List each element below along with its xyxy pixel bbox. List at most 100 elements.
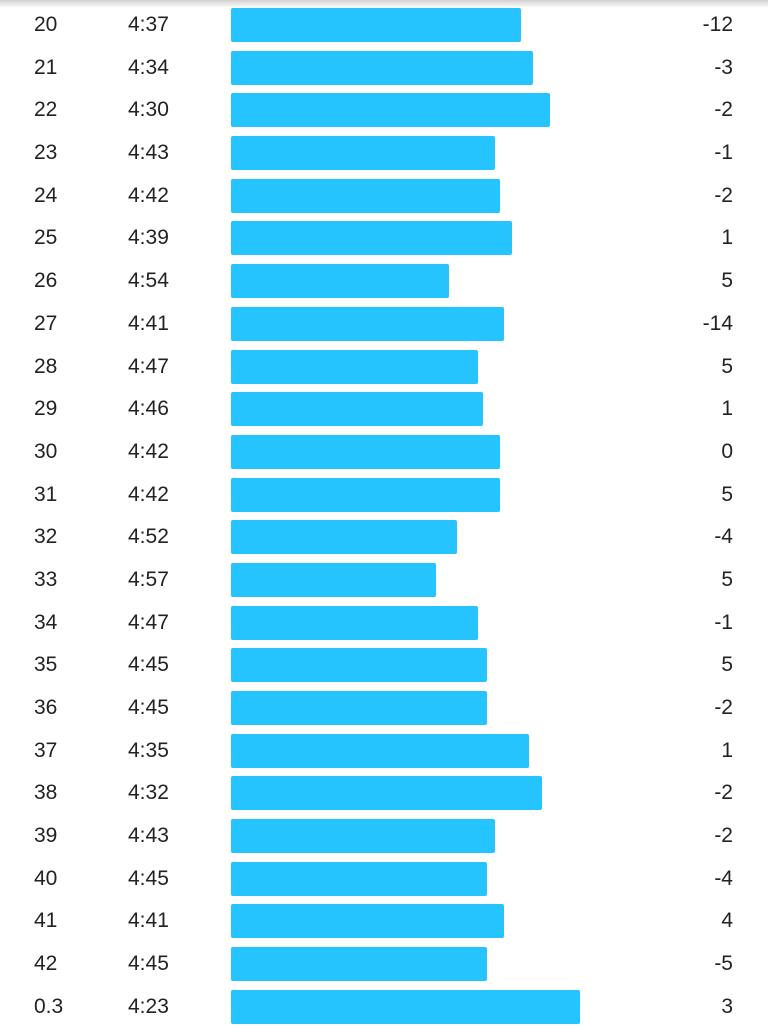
split-row[interactable]: 25 4:39 1 bbox=[0, 217, 768, 260]
split-elevation: -2 bbox=[714, 183, 733, 207]
split-row[interactable]: 33 4:57 5 bbox=[0, 559, 768, 602]
split-pace: 4:57 bbox=[128, 567, 169, 591]
split-pace-bar bbox=[231, 178, 500, 213]
split-pace-bar bbox=[231, 136, 496, 171]
split-pace: 4:42 bbox=[128, 183, 169, 207]
split-pace-bar bbox=[231, 904, 504, 939]
split-elevation: -2 bbox=[714, 98, 733, 122]
split-pace: 4:41 bbox=[128, 311, 169, 335]
split-pace-bar bbox=[231, 221, 513, 256]
split-elevation: 5 bbox=[721, 482, 733, 506]
split-km: 27 bbox=[34, 311, 58, 335]
split-row[interactable]: 27 4:41 -14 bbox=[0, 303, 768, 346]
split-row[interactable]: 38 4:32 -2 bbox=[0, 772, 768, 815]
split-pace: 4:39 bbox=[128, 226, 169, 250]
split-pace: 4:45 bbox=[128, 866, 169, 890]
split-km: 32 bbox=[34, 525, 58, 549]
split-row[interactable]: 28 4:47 5 bbox=[0, 346, 768, 389]
split-pace-bar bbox=[231, 605, 479, 640]
split-row[interactable]: 42 4:45 -5 bbox=[0, 943, 768, 986]
split-row[interactable]: 0.3 4:23 3 bbox=[0, 986, 768, 1029]
split-km: 24 bbox=[34, 183, 58, 207]
split-pace: 4:54 bbox=[128, 269, 169, 293]
split-km: 40 bbox=[34, 866, 58, 890]
split-pace: 4:52 bbox=[128, 525, 169, 549]
split-row[interactable]: 31 4:42 5 bbox=[0, 474, 768, 517]
split-elevation: -1 bbox=[714, 610, 733, 634]
split-pace-bar bbox=[231, 776, 542, 811]
split-pace: 4:37 bbox=[128, 13, 169, 36]
split-row[interactable]: 24 4:42 -2 bbox=[0, 175, 768, 218]
split-pace: 4:23 bbox=[128, 994, 169, 1018]
split-row[interactable]: 23 4:43 -1 bbox=[0, 132, 768, 175]
split-elevation: -5 bbox=[714, 952, 733, 976]
split-row[interactable]: 41 4:41 4 bbox=[0, 900, 768, 943]
split-pace-bar bbox=[231, 477, 500, 512]
split-elevation: 0 bbox=[721, 439, 733, 463]
split-row[interactable]: 39 4:43 -2 bbox=[0, 815, 768, 858]
split-row[interactable]: 32 4:52 -4 bbox=[0, 516, 768, 559]
split-row[interactable]: 35 4:45 5 bbox=[0, 644, 768, 687]
split-pace-bar bbox=[231, 819, 496, 854]
split-elevation: 1 bbox=[721, 397, 733, 421]
split-km: 38 bbox=[34, 781, 58, 805]
split-km: 26 bbox=[34, 269, 58, 293]
split-pace-bar bbox=[231, 306, 504, 341]
split-elevation: 5 bbox=[721, 269, 733, 293]
split-km: 25 bbox=[34, 226, 58, 250]
split-km: 41 bbox=[34, 909, 58, 933]
split-row[interactable]: 34 4:47 -1 bbox=[0, 602, 768, 645]
split-km: 31 bbox=[34, 482, 58, 506]
splits-list[interactable]: 20 4:37 -12 21 4:34 -3 22 4:30 -2 23 4:43 -1 24 4:42 -… bbox=[0, 4, 768, 1029]
split-pace-bar bbox=[231, 989, 580, 1024]
split-pace-bar bbox=[231, 392, 483, 427]
split-row[interactable]: 40 4:45 -4 bbox=[0, 858, 768, 901]
split-pace-bar bbox=[231, 733, 530, 768]
split-row[interactable]: 20 4:37 -12 bbox=[0, 4, 768, 47]
split-km: 20 bbox=[34, 13, 58, 36]
split-pace-bar bbox=[231, 947, 487, 982]
split-pace: 4:41 bbox=[128, 909, 169, 933]
split-pace: 4:32 bbox=[128, 781, 169, 805]
split-pace-bar bbox=[231, 520, 458, 555]
split-elevation: 5 bbox=[721, 653, 733, 677]
split-pace-bar bbox=[231, 8, 521, 42]
split-pace: 4:34 bbox=[128, 55, 169, 79]
split-elevation: 5 bbox=[721, 354, 733, 378]
split-pace: 4:45 bbox=[128, 696, 169, 719]
split-elevation: 3 bbox=[721, 994, 733, 1018]
split-elevation: -3 bbox=[714, 55, 733, 79]
split-km: 23 bbox=[34, 141, 58, 165]
split-pace-bar bbox=[231, 93, 551, 128]
split-km: 0.3 bbox=[34, 994, 64, 1018]
split-km: 34 bbox=[34, 610, 58, 634]
split-elevation: -12 bbox=[702, 13, 733, 36]
split-pace: 4:46 bbox=[128, 397, 169, 421]
split-pace-bar bbox=[231, 861, 487, 896]
split-km: 36 bbox=[34, 696, 58, 719]
split-km: 42 bbox=[34, 952, 58, 976]
split-km: 37 bbox=[34, 738, 58, 762]
split-pace: 4:35 bbox=[128, 738, 169, 762]
split-km: 28 bbox=[34, 354, 58, 378]
split-row[interactable]: 26 4:54 5 bbox=[0, 260, 768, 303]
split-km: 29 bbox=[34, 397, 58, 421]
split-elevation: -1 bbox=[714, 141, 733, 165]
split-pace: 4:42 bbox=[128, 439, 169, 463]
split-row[interactable]: 36 4:45 -2 bbox=[0, 687, 768, 730]
split-row[interactable]: 21 4:34 -3 bbox=[0, 47, 768, 90]
split-row[interactable]: 30 4:42 0 bbox=[0, 431, 768, 474]
split-elevation: -2 bbox=[714, 824, 733, 848]
split-row[interactable]: 37 4:35 1 bbox=[0, 730, 768, 773]
split-km: 35 bbox=[34, 653, 58, 677]
split-pace: 4:42 bbox=[128, 482, 169, 506]
split-pace: 4:43 bbox=[128, 824, 169, 848]
split-row[interactable]: 22 4:30 -2 bbox=[0, 89, 768, 132]
split-km: 39 bbox=[34, 824, 58, 848]
split-pace: 4:43 bbox=[128, 141, 169, 165]
split-pace-bar bbox=[231, 562, 436, 597]
split-pace: 4:30 bbox=[128, 98, 169, 122]
split-pace: 4:45 bbox=[128, 653, 169, 677]
split-row[interactable]: 29 4:46 1 bbox=[0, 388, 768, 431]
split-pace-bar bbox=[231, 264, 449, 299]
